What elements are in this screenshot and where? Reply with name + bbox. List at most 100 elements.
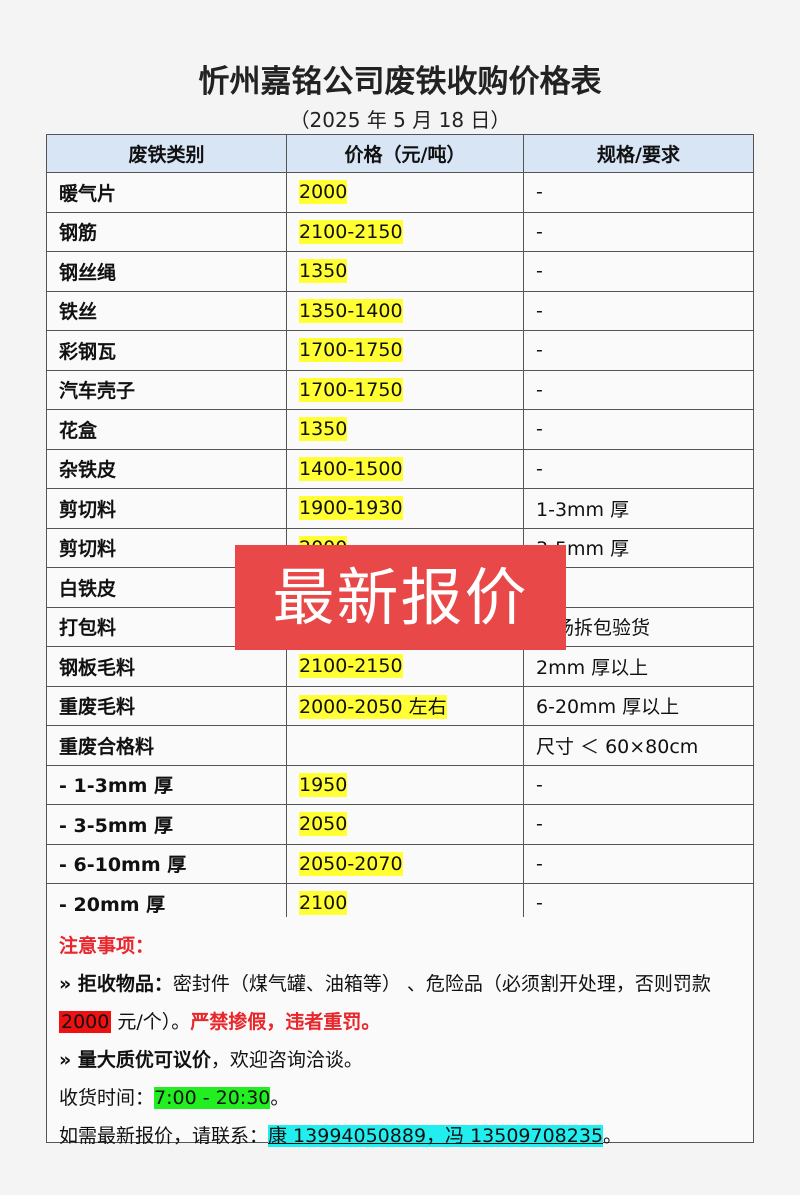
price-cell: 1350-1400 [286,290,524,331]
price-text: 2000-2050 左右 [299,695,447,720]
spec-cell: - [523,251,754,292]
table-row: 重废合格料 尺寸 ＜ 60×80cm [46,725,754,766]
fine-unit: 元/个）。 [111,1011,191,1033]
price-text: 2100-2150 [299,219,403,244]
category-text: 花盒 [59,419,98,442]
spec-cell: 6-20mm 厚以上 [523,685,754,726]
reject-text: 密封件（煤气罐、油箱等） 、危险品（必须割开处理，否则罚款 [172,973,711,995]
spec-cell: - [523,330,754,371]
category-text: 钢筋 [59,222,98,245]
price-cell [286,725,524,766]
spec-text: - [536,339,543,362]
price-cell: 1700-1750 [286,369,524,410]
table-row: 剪切料 1900-1930 1-3mm 厚 [46,488,754,529]
date: （2025 年 5 月 18 日） [289,108,511,132]
category-text: 打包料 [59,617,117,640]
spec-text: - [536,813,543,836]
spec-text: - [536,418,543,441]
header-category: 废铁类别 [46,134,287,173]
contact-link[interactable]: 康 13994050889，冯 13509708235 [268,1125,604,1147]
category-cell: - 6-10mm 厚 [46,843,287,884]
spec-cell: - [523,369,754,410]
category-cell: - 1-3mm 厚 [46,764,287,805]
price-cell: 2100-2150 [286,646,524,687]
bulk-text: ，欢迎咨询洽谈。 [210,1049,363,1071]
notes-heading: 注意事项： [59,935,155,957]
spec-text: - [536,299,543,322]
price-text: 2050 [299,812,348,837]
hours-label: 收货时间： [59,1087,155,1109]
spec-text: - [536,181,543,204]
spec-text: - [536,378,543,401]
spec-text: 6-20mm 厚以上 [536,696,680,719]
table-header: 废铁类别 价格（元/吨） 规格/要求 [46,134,754,173]
bulk-note: » 量大质优可议价，欢迎咨询洽谈。 [59,1041,741,1079]
price-text: 1900-1930 [299,496,403,521]
category-text: 暖气片 [59,182,117,205]
header-price: 价格（元/吨） [286,134,524,173]
category-text: 彩钢瓦 [59,340,117,363]
category-text: 剪切料 [59,538,117,561]
table-row: 花盒 1350 - [46,409,754,450]
price-cell: 1350 [286,409,524,450]
price-cell: 2100 [286,883,524,924]
category-text: 钢丝绳 [59,261,117,284]
category-cell: - 20mm 厚 [46,883,287,924]
contact-label: 如需最新报价，请联系： [59,1125,269,1147]
category-text: 钢板毛料 [59,656,136,679]
spec-cell: - [523,843,754,884]
category-cell: 重废毛料 [46,685,287,726]
category-text: 重废毛料 [59,696,136,719]
category-text: 重废合格料 [59,735,155,758]
price-cell: 1700-1750 [286,330,524,371]
category-cell: 钢筋 [46,211,287,252]
category-cell: 汽车壳子 [46,369,287,410]
price-text: 1400-1500 [299,456,403,481]
spec-cell: - [523,290,754,331]
spec-cell: 1-3mm 厚 [523,488,754,529]
notes-section: 注意事项： » 拒收物品：密封件（煤气罐、油箱等） 、危险品（必须割开处理，否则… [46,917,754,1147]
table-row: - 1-3mm 厚 1950 - [46,764,754,805]
hours-end: 。 [270,1087,290,1109]
reject-note: » 拒收物品：密封件（煤气罐、油箱等） 、危险品（必须割开处理，否则罚款 200… [59,965,741,1041]
spec-cell: - [523,448,754,489]
spec-cell: - [523,409,754,450]
category-cell: 钢丝绳 [46,251,287,292]
category-text: - 6-10mm 厚 [59,854,187,877]
spec-cell: 尺寸 ＜ 60×80cm [523,725,754,766]
price-text: 2100 [299,891,348,916]
spec-text: - [536,457,543,480]
hours-note: 收货时间：7:00 - 20:30。 [59,1079,741,1117]
table-row: 彩钢瓦 1700-1750 - [46,330,754,371]
spec-text: - [536,220,543,243]
price-text: 1350 [299,259,348,284]
category-cell: 钢板毛料 [46,646,287,687]
table-row: 暖气片 2000 - [46,172,754,213]
category-cell: - 3-5mm 厚 [46,804,287,845]
table-row: 钢筋 2100-2150 - [46,211,754,252]
category-text: - 1-3mm 厚 [59,775,174,798]
price-text: 1350-1400 [299,298,403,323]
spec-cell: - [523,764,754,805]
header-spec: 规格/要求 [523,134,754,173]
table-row: 重废毛料 2000-2050 左右 6-20mm 厚以上 [46,685,754,726]
category-text: 白铁皮 [59,577,117,600]
bulk-label: » 量大质优可议价 [59,1049,211,1071]
table-row: - 20mm 厚 2100 - [46,883,754,924]
price-cell: 2050-2070 [286,843,524,884]
price-text: 1350 [299,417,348,442]
hours-value: 7:00 - 20:30 [154,1087,271,1109]
spec-text: - [536,260,543,283]
spec-cell: - [523,172,754,213]
table-row: - 6-10mm 厚 2050-2070 - [46,843,754,884]
category-text: - 20mm 厚 [59,893,166,916]
table-row: 铁丝 1350-1400 - [46,290,754,331]
latest-price-overlay: 最新报价 [235,545,566,650]
spec-cell: - [523,211,754,252]
table-row: 杂铁皮 1400-1500 - [46,448,754,489]
price-text: 1700-1750 [299,377,403,402]
price-table: 废铁类别 价格（元/吨） 规格/要求 暖气片 2000 - 钢筋 2100-215… [46,134,754,924]
category-cell: 花盒 [46,409,287,450]
spec-text: 2mm 厚以上 [536,656,649,679]
category-cell: 剪切料 [46,488,287,529]
